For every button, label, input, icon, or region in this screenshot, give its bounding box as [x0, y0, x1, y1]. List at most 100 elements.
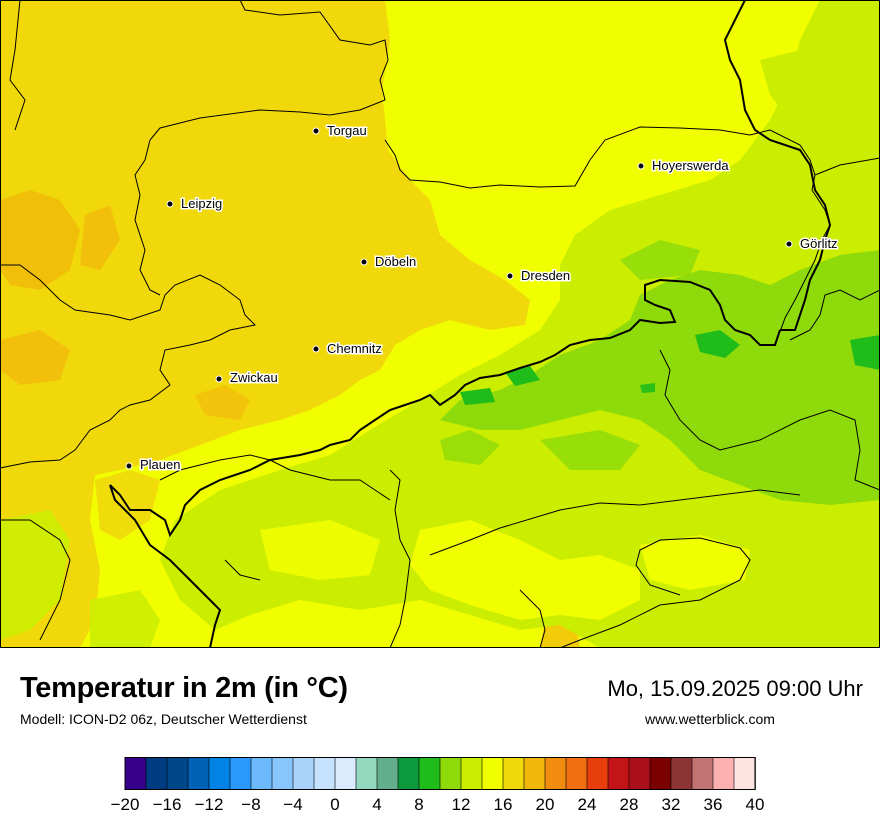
- city-dresden: Dresden Dresden: [506, 267, 572, 285]
- svg-text:Dresden: Dresden: [521, 268, 570, 283]
- legend-swatch: [691, 757, 714, 790]
- green-region-4: [620, 240, 700, 280]
- border-czech-2: [429, 489, 801, 556]
- hot-patch: [80, 205, 120, 270]
- svg-text:Torgau: Torgau: [327, 123, 367, 138]
- border-east: [814, 157, 880, 176]
- svg-text:Hoyerswerda: Hoyerswerda: [652, 158, 729, 173]
- model-source: Modell: ICON-D2 06z, Deutscher Wetterdie…: [20, 711, 307, 727]
- legend-swatch: [145, 757, 168, 790]
- border-czech-3: [389, 469, 411, 648]
- cool-region-nw: [760, 50, 860, 130]
- border-czech-4: [559, 537, 751, 648]
- legend-swatch: [586, 757, 609, 790]
- warm-region: [0, 0, 530, 648]
- legend-ticks: −20 −16 −12 −8 −4 0 4 8 12 16 20 24 28 32 36 40: [111, 795, 765, 814]
- legend-swatch: [397, 757, 420, 790]
- legend-tick-label: 0: [330, 795, 339, 814]
- hot-patch: [0, 330, 70, 385]
- city-plauen: Plauen Plauen: [125, 456, 182, 474]
- border-thuringia: [9, 0, 26, 131]
- legend-tick-label: 24: [578, 795, 597, 814]
- yellow-south-2: [260, 520, 380, 580]
- legend-tick-label: −8: [241, 795, 260, 814]
- city-torgau: Torgau Torgau: [312, 122, 368, 140]
- city-zwickau: Zwickau Zwickau: [215, 369, 279, 387]
- legend-swatch: [502, 757, 525, 790]
- border-southwest: [224, 559, 261, 581]
- legend-tick-label: −20: [111, 795, 140, 814]
- legend-swatch: [628, 757, 651, 790]
- legend-swatch: [187, 757, 210, 790]
- legend-swatch: [124, 757, 147, 790]
- border-north-east: [384, 126, 831, 333]
- border-east-poland: [789, 289, 880, 341]
- dark-green-patch: [850, 335, 880, 370]
- legend-tick-label: 12: [452, 795, 471, 814]
- legend-swatch: [208, 757, 231, 790]
- border-czech-inner: [659, 349, 880, 491]
- svg-text:Plauen: Plauen: [140, 457, 180, 472]
- legend-tick-label: 20: [536, 795, 555, 814]
- city-goerlitz: Görlitz Görlitz: [785, 235, 839, 253]
- legend-tick-label: −12: [195, 795, 224, 814]
- forecast-datetime: Mo, 15.09.2025 09:00 Uhr: [607, 676, 863, 701]
- legend-tick-label: 32: [662, 795, 681, 814]
- cool-region: [160, 0, 880, 648]
- cool-region-left: [0, 510, 70, 640]
- svg-text:Chemnitz: Chemnitz: [327, 341, 382, 356]
- dark-green-patch: [695, 330, 740, 358]
- legend-swatch: [607, 757, 630, 790]
- temperature-map: Torgau Torgau Leipzig Leipzig Hoyerswerd…: [0, 0, 880, 648]
- legend-swatch: [418, 757, 441, 790]
- city-hoyerswerda: Hoyerswerda Hoyerswerda: [637, 157, 731, 175]
- legend-tick-label: −16: [153, 795, 182, 814]
- svg-text:Döbeln: Döbeln: [375, 254, 416, 269]
- legend-swatch: [481, 757, 504, 790]
- svg-text:Torgau: Torgau: [327, 123, 367, 138]
- legend-swatch: [439, 757, 462, 790]
- svg-text:Görlitz: Görlitz: [800, 236, 838, 251]
- border-south-inner-2: [519, 589, 546, 648]
- map-title: Temperatur in 2m (in °C): [20, 672, 348, 704]
- city-markers: Torgau Torgau Leipzig Leipzig Hoyerswerd…: [125, 122, 839, 474]
- border-south-inner: [159, 454, 391, 501]
- color-legend: −20 −16 −12 −8 −4 0 4 8 12 16 20 24 28 32 36 40: [111, 757, 765, 814]
- hot-patch: [195, 385, 250, 420]
- legend-swatch: [355, 757, 378, 790]
- website-link[interactable]: www.wetterblick.com: [645, 711, 775, 727]
- legend-swatch: [313, 757, 336, 790]
- state-border-north-east: [723, 0, 832, 331]
- city-leipzig: Leipzig Leipzig: [166, 195, 224, 213]
- legend-swatches: [124, 757, 756, 790]
- border-west: [0, 264, 257, 469]
- legend-tick-label: 4: [372, 795, 381, 814]
- green-region: [440, 250, 880, 505]
- svg-text:Görlitz: Görlitz: [800, 236, 838, 251]
- border-bavaria: [0, 519, 71, 641]
- yellow-south: [640, 535, 750, 590]
- legend-swatch: [544, 757, 567, 790]
- legend-tick-label: 28: [620, 795, 639, 814]
- footer: Temperatur in 2m (in °C) Modell: ICON-D2…: [0, 648, 880, 830]
- region-borders: [0, 0, 880, 648]
- legend-swatch: [460, 757, 483, 790]
- svg-text:Döbeln: Döbeln: [375, 254, 416, 269]
- state-border-saxony-czech: [109, 278, 781, 538]
- legend-swatch: [229, 757, 252, 790]
- city-doebeln: Döbeln Döbeln: [360, 253, 418, 271]
- legend-swatch: [649, 757, 672, 790]
- legend-swatch: [670, 757, 693, 790]
- legend-swatch: [712, 757, 735, 790]
- legend-tick-label: 36: [704, 795, 723, 814]
- legend-tick-label: 16: [494, 795, 513, 814]
- svg-text:Hoyerswerda: Hoyerswerda: [652, 158, 729, 173]
- svg-text:Leipzig: Leipzig: [181, 196, 222, 211]
- state-border-bavaria: [109, 484, 222, 648]
- city-chemnitz: Chemnitz Chemnitz: [312, 340, 383, 358]
- legend-swatch: [166, 757, 189, 790]
- svg-text:Chemnitz: Chemnitz: [327, 341, 382, 356]
- legend-swatch: [334, 757, 357, 790]
- svg-text:Plauen: Plauen: [140, 457, 180, 472]
- green-region-3: [440, 430, 500, 465]
